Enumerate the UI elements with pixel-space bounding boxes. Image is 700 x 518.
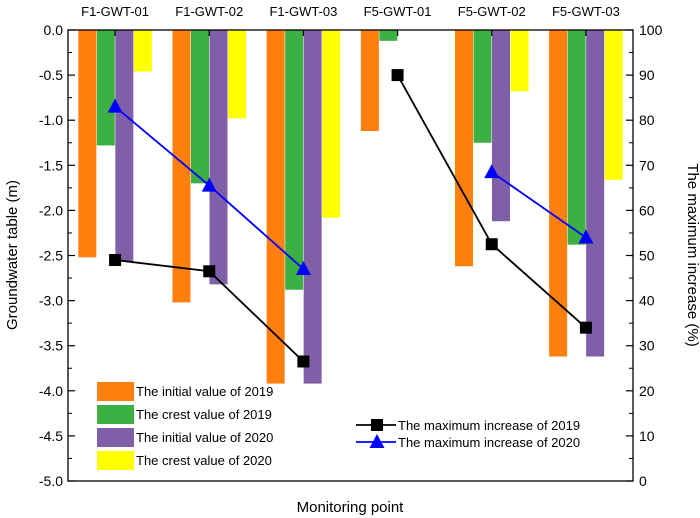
bar	[96, 30, 115, 146]
data-point-triangle	[578, 229, 594, 244]
y-right-tick-label: 80	[639, 112, 655, 128]
bar	[586, 30, 605, 357]
bar	[492, 30, 510, 222]
bar	[303, 30, 322, 384]
legend-marker-square	[371, 419, 383, 431]
bar	[473, 30, 492, 143]
bar	[191, 30, 209, 184]
data-point-triangle	[295, 261, 311, 276]
y-right-tick-label: 50	[639, 248, 655, 264]
legend-swatch	[97, 451, 134, 470]
bar	[549, 30, 568, 357]
y-tick-label: -1.0	[39, 112, 63, 128]
data-point-square	[485, 238, 498, 251]
category-label: F5-GWT-02	[458, 4, 526, 19]
bar	[228, 30, 246, 119]
category-label: F5-GWT-01	[364, 4, 432, 19]
bar	[604, 30, 623, 180]
y-axis-right-title: The maximum increase (%)	[684, 163, 700, 346]
y-tick-label: 0.0	[44, 22, 64, 38]
category-label: F1-GWT-01	[81, 4, 149, 19]
legend-swatch	[97, 382, 134, 401]
data-point-square	[297, 355, 310, 368]
y-right-tick-label: 20	[639, 383, 655, 399]
y-tick-label: -3.5	[39, 338, 63, 354]
bars-layer	[78, 30, 623, 384]
legend-label: The crest value of 2020	[136, 453, 272, 468]
category-label: F5-GWT-03	[552, 4, 620, 19]
y-tick-label: -0.5	[39, 67, 63, 83]
legend-swatch	[97, 428, 134, 447]
y-right-tick-label: 60	[639, 202, 655, 218]
legend-label: The initial value of 2020	[136, 430, 273, 445]
y-tick-label: -5.0	[39, 473, 63, 489]
y-tick-label: -2.5	[39, 248, 63, 264]
y-tick-label: -3.0	[39, 293, 63, 309]
legend-lines: The maximum increase of 2019 The maximum …	[356, 418, 580, 450]
y-right-tick-label: 10	[639, 428, 655, 444]
y-axis-title: Groundwater table (m)	[4, 180, 21, 330]
y-right-tick-label: 70	[639, 157, 655, 173]
x-axis-title: Monitoring point	[297, 499, 405, 516]
y-tick-label: -4.0	[39, 383, 63, 399]
bar	[455, 30, 473, 267]
y-right-tick-label: 90	[639, 67, 655, 83]
bar	[322, 30, 341, 218]
y-right-tick-label: 40	[639, 293, 655, 309]
bar	[209, 30, 228, 285]
bar	[172, 30, 191, 303]
bar	[360, 30, 379, 132]
legend-label: The maximum increase of 2020	[398, 435, 580, 450]
labels-layer: 0.0 -0.5 -1.0 -1.5 -2.0 -2.5 -3.0 -3.5 -4.0 -4.5 -…	[39, 4, 663, 489]
bar	[567, 30, 586, 245]
legend-label: The crest value of 2019	[136, 407, 272, 422]
bar	[78, 30, 97, 258]
category-label: F1-GWT-02	[175, 4, 243, 19]
data-point-square	[579, 321, 592, 334]
legend-bars: The initial value of 2019 The crest value…	[97, 382, 273, 470]
bar	[285, 30, 304, 290]
series-line	[491, 171, 587, 239]
y-right-tick-label: 30	[639, 338, 655, 354]
data-point-square	[109, 254, 122, 267]
y-tick-label: -1.5	[39, 157, 63, 173]
legend-label: The maximum increase of 2019	[398, 418, 580, 433]
y-right-tick-label: 0	[639, 473, 647, 489]
y-tick-label: -2.0	[39, 202, 63, 218]
bar	[510, 30, 529, 92]
data-point-triangle	[484, 164, 500, 179]
data-point-square	[203, 265, 216, 278]
y-right-tick-label: 100	[639, 22, 663, 38]
data-point-triangle	[201, 177, 217, 192]
lines-layer	[107, 69, 594, 368]
ticks-layer	[68, 29, 633, 482]
y-tick-label: -4.5	[39, 428, 63, 444]
data-point-square	[391, 69, 404, 82]
legend-swatch	[97, 405, 134, 424]
bar	[266, 30, 285, 384]
data-point-triangle	[107, 98, 123, 113]
legend-marker-triangle	[369, 434, 385, 448]
bar	[115, 30, 134, 262]
bar	[379, 30, 398, 41]
bar	[133, 30, 152, 72]
legend-label: The initial value of 2019	[136, 384, 273, 399]
category-label: F1-GWT-03	[269, 4, 337, 19]
